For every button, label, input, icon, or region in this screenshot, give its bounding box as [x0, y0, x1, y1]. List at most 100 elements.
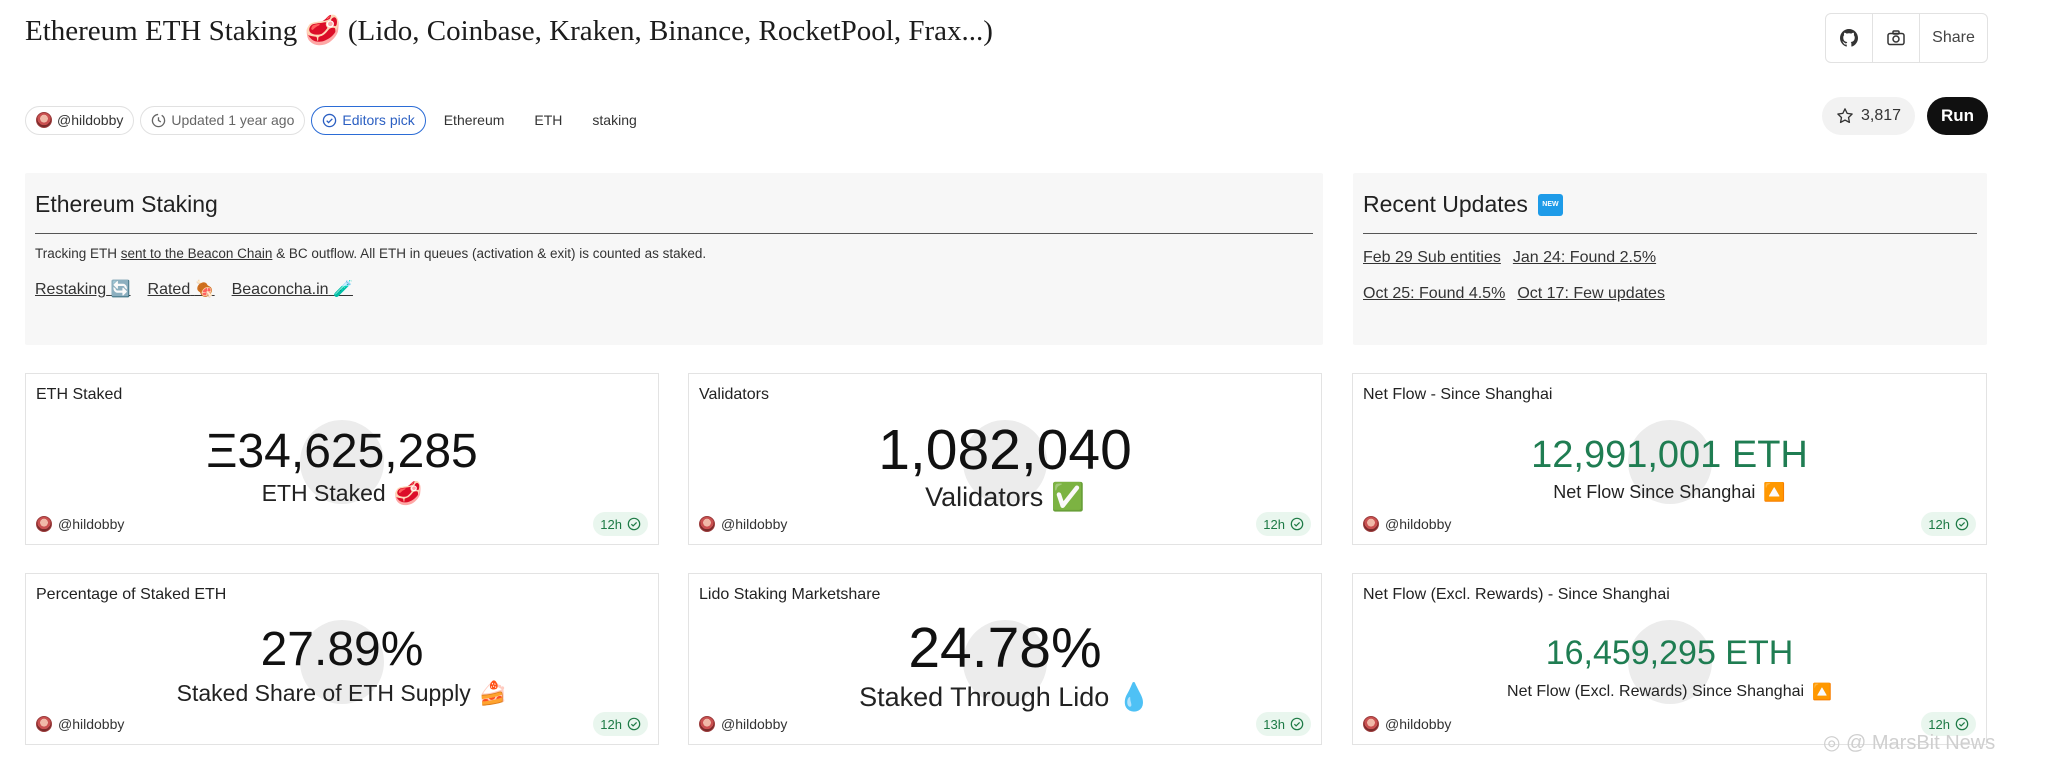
share-button[interactable]: Share	[1932, 29, 1975, 46]
counter-subtitle: Net Flow Since Shanghai 🔼	[1553, 482, 1786, 502]
counter-subtitle: Staked Share of ETH Supply 🍰	[176, 680, 508, 706]
refresh-badge: 13h	[1256, 712, 1311, 736]
net-flow-card[interactable]: Net Flow - Since Shanghai 12,991,001 ETH…	[1352, 373, 1987, 545]
watermark-logo	[300, 420, 384, 504]
source-watermark: ◎ @ MarsBit News	[1823, 732, 1996, 754]
updated-pill: Updated 1 year ago	[140, 105, 306, 135]
refresh-badge: 12h	[593, 512, 648, 536]
counter-value: 12,991,001 ETH	[1531, 434, 1808, 476]
overview-panel: Ethereum Staking Tracking ETH sent to th…	[25, 173, 1323, 345]
card-title: Net Flow - Since Shanghai	[1363, 386, 1553, 403]
avatar	[36, 516, 52, 532]
author-pill[interactable]: @hildobby	[25, 105, 135, 135]
check-circle-icon	[323, 113, 337, 127]
card-author[interactable]: @hildobby	[1363, 516, 1451, 532]
card-title: Validators	[699, 386, 769, 403]
avatar	[699, 516, 715, 532]
up-arrow-icon: 🔼	[1763, 482, 1786, 502]
counter-value: 16,459,295 ETH	[1545, 634, 1794, 672]
watermark-logo	[1627, 420, 1712, 504]
validators-card[interactable]: Validators 1,082,040 Validators ✅ @hildob…	[688, 373, 1322, 545]
card-title: Percentage of Staked ETH	[36, 586, 227, 603]
avatar	[699, 716, 715, 732]
watermark-logo	[963, 420, 1047, 504]
author-name: @hildobby	[57, 112, 124, 128]
updated-text: Updated 1 year ago	[171, 112, 295, 128]
counter-subtitle: Validators ✅	[925, 481, 1085, 513]
divider	[35, 233, 1313, 234]
overview-links: Restaking 🔄 Rated 🍖 Beaconcha.in 🧪	[35, 279, 353, 299]
update-link[interactable]: Feb 29 Sub entities	[1363, 249, 1501, 266]
page-title: Ethereum ETH Staking 🥩 (Lido, Coinbase, …	[25, 15, 993, 47]
beacon-chain-link[interactable]: sent to the Beacon Chain	[120, 246, 273, 261]
tag-staking[interactable]: staking	[592, 112, 637, 128]
update-link[interactable]: Jan 24: Found 2.5%	[1512, 249, 1657, 266]
divider	[1363, 233, 1977, 234]
counter-subtitle: Net Flow (Excl. Rewards) Since Shanghai 🔼	[1507, 683, 1832, 701]
check-circle-icon	[1955, 517, 1969, 531]
new-badge-icon: NEW	[1537, 193, 1563, 216]
updates-row-2: Oct 25: Found 4.5% Oct 17: Few updates	[1363, 285, 1665, 303]
avatar	[1363, 516, 1379, 532]
watermark-logo	[300, 620, 384, 704]
updates-row-1: Feb 29 Sub entities Jan 24: Found 2.5%	[1363, 249, 1656, 267]
refresh-badge: 12h	[1921, 712, 1976, 736]
card-author[interactable]: @hildobby	[36, 516, 124, 532]
lido-marketshare-card[interactable]: Lido Staking Marketshare 24.78% Staked T…	[688, 573, 1322, 745]
avatar	[36, 716, 52, 732]
github-icon	[1840, 29, 1858, 47]
editors-pick-label: Editors pick	[342, 112, 415, 128]
check-circle-icon	[627, 517, 641, 531]
card-title: ETH Staked	[36, 386, 123, 403]
top-actions: Share	[1825, 13, 1988, 63]
rated-link[interactable]: Rated 🍖	[147, 281, 215, 298]
counter-value: Ξ34,625,285	[206, 425, 478, 478]
update-link[interactable]: Oct 25: Found 4.5%	[1363, 285, 1506, 302]
meta-row: @hildobby Updated 1 year ago Editors pic…	[25, 105, 649, 135]
recent-updates-title: Recent Updates NEW	[1363, 191, 1563, 218]
tag-ethereum[interactable]: Ethereum	[443, 112, 505, 128]
beaconchain-link[interactable]: Beaconcha.in 🧪	[231, 281, 353, 298]
update-link[interactable]: Oct 17: Few updates	[1517, 285, 1665, 302]
avatar	[36, 112, 52, 128]
counter-value: 27.89%	[260, 623, 424, 676]
check-circle-icon	[1290, 517, 1304, 531]
card-title: Net Flow (Excl. Rewards) - Since Shangha…	[1363, 586, 1670, 603]
star-button[interactable]: 3,817	[1822, 97, 1915, 135]
counter-subtitle: ETH Staked 🥩	[261, 480, 423, 506]
check-circle-icon	[1290, 717, 1304, 731]
refresh-badge: 12h	[593, 712, 648, 736]
camera-icon	[1887, 30, 1905, 46]
github-button[interactable]	[1826, 14, 1873, 62]
star-icon	[1837, 108, 1853, 124]
refresh-badge: 12h	[1921, 512, 1976, 536]
screenshot-button[interactable]	[1873, 14, 1920, 62]
clock-icon	[152, 113, 166, 127]
staked-percentage-card[interactable]: Percentage of Staked ETH 27.89% Staked S…	[25, 573, 659, 745]
card-author[interactable]: @hildobby	[36, 716, 124, 732]
star-count: 3,817	[1860, 107, 1902, 124]
editors-pick-badge[interactable]: Editors pick	[311, 105, 426, 135]
watermark-logo	[963, 620, 1047, 704]
card-author[interactable]: @hildobby	[1363, 716, 1451, 732]
overview-description: Tracking ETH sent to the Beacon Chain & …	[35, 246, 707, 261]
watermark-logo	[1627, 620, 1712, 704]
avatar	[1363, 716, 1379, 732]
counter-subtitle: Staked Through Lido 💧	[859, 681, 1151, 713]
eth-staked-card[interactable]: ETH Staked Ξ34,625,285 ETH Staked 🥩 @hild…	[25, 373, 659, 545]
counter-value: 1,082,040	[878, 418, 1132, 482]
check-mark-icon: ✅	[1051, 482, 1085, 512]
card-author[interactable]: @hildobby	[699, 516, 787, 532]
card-title: Lido Staking Marketshare	[699, 586, 881, 603]
overview-title: Ethereum Staking	[35, 191, 218, 217]
droplet-icon: 💧	[1117, 682, 1151, 712]
run-button[interactable]: Run	[1927, 97, 1988, 135]
check-circle-icon	[1955, 717, 1969, 731]
counter-value: 24.78%	[908, 616, 1102, 680]
restaking-link[interactable]: Restaking 🔄	[35, 281, 131, 298]
check-circle-icon	[627, 717, 641, 731]
tag-eth[interactable]: ETH	[534, 112, 563, 128]
card-author[interactable]: @hildobby	[699, 716, 787, 732]
net-flow-excl-rewards-card[interactable]: Net Flow (Excl. Rewards) - Since Shangha…	[1352, 573, 1987, 745]
up-arrow-icon: 🔼	[1812, 684, 1832, 701]
